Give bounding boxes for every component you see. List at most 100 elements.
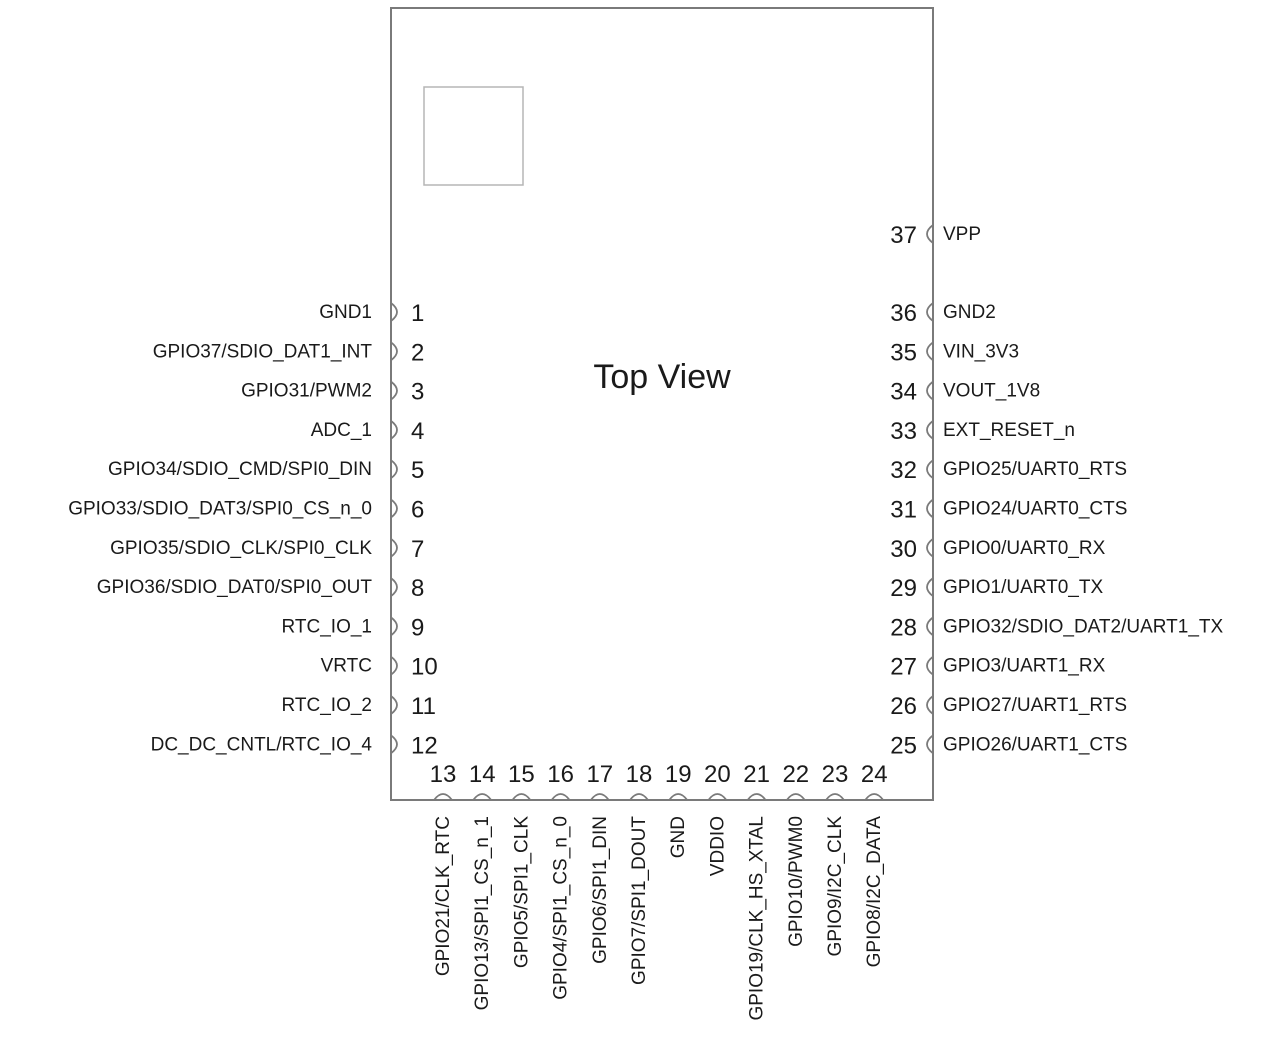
- right-pin-27: 27 GPIO3/UART1_RX: [890, 654, 1105, 681]
- pin-number: 3: [411, 379, 424, 406]
- pin-number: 34: [890, 379, 917, 406]
- left-pin-group: 1 GND1 2 GPIO37/SDIO_DAT1_INT 3 GPIO31/PWM2 4 A…: [68, 300, 438, 759]
- pin-number: 17: [586, 761, 613, 788]
- pin-number: 5: [411, 457, 424, 484]
- pin-name: GPIO36/SDIO_DAT0/SPI0_OUT: [97, 577, 373, 598]
- pin-pad-shape: [390, 341, 398, 362]
- right-pin-37: 37 VPP: [890, 222, 981, 249]
- left-pin-8: 8 GPIO36/SDIO_DAT0/SPI0_OUT: [97, 575, 425, 602]
- pin-name: VIN_3V3: [943, 341, 1019, 362]
- pin-pad-shape: [926, 459, 934, 479]
- pin-number: 18: [626, 761, 653, 788]
- pin-name: GPIO34/SDIO_CMD/SPI0_DIN: [108, 459, 372, 480]
- pin-number: 2: [411, 339, 424, 366]
- module-outline: [390, 7, 934, 801]
- bottom-pin-21: 21 GPIO19/CLK_HS_XTAL: [743, 761, 770, 1021]
- right-pin-35: 35 VIN_3V3: [890, 339, 1019, 366]
- pin-number: 10: [411, 654, 438, 681]
- pin-number: 11: [411, 693, 436, 720]
- pin-name: GPIO10/PWM0: [786, 816, 807, 947]
- pin-name: GPIO9/I2C_CLK: [825, 816, 846, 957]
- pin-pad-shape: [926, 734, 934, 755]
- pin-pad-shape: [926, 341, 934, 362]
- pin-pad-shape: [390, 695, 398, 715]
- pin-name: GPIO24/UART0_CTS: [943, 499, 1127, 520]
- pin-number: 21: [743, 761, 770, 788]
- right-pin-36: 36 GND2: [890, 300, 996, 327]
- pin-number: 33: [890, 418, 917, 445]
- right-pin-25: 25 GPIO26/UART1_CTS: [890, 732, 1127, 759]
- bottom-pin-17: 17 GPIO6/SPI1_DIN: [586, 761, 613, 964]
- pin-name: GPIO19/CLK_HS_XTAL: [747, 816, 768, 1021]
- right-pin-28: 28 GPIO32/SDIO_DAT2/UART1_TX: [890, 614, 1223, 641]
- pin-name: GND1: [319, 302, 372, 323]
- pin-name: RTC_IO_1: [282, 616, 372, 637]
- left-pin-1: 1 GND1: [319, 300, 424, 327]
- pin-pad-shape: [825, 793, 845, 801]
- bottom-pin-24: 24 GPIO8/I2C_DATA: [861, 761, 888, 967]
- pin-pad-shape: [390, 302, 398, 322]
- shield-marking: [423, 86, 524, 186]
- bottom-pin-15: 15 GPIO5/SPI1_CLK: [508, 761, 535, 968]
- pin-pad-shape: [629, 793, 649, 801]
- pin-pad-shape: [786, 793, 806, 801]
- pin-name: VOUT_1V8: [943, 381, 1040, 402]
- pin-name: GPIO0/UART0_RX: [943, 538, 1106, 559]
- bottom-pin-14: 14 GPIO13/SPI1_CS_n_1: [469, 761, 496, 1010]
- pin-number: 20: [704, 761, 731, 788]
- bottom-pin-13: 13 GPIO21/CLK_RTC: [430, 761, 457, 976]
- pin-pad-shape: [926, 655, 934, 676]
- left-pin-6: 6 GPIO33/SDIO_DAT3/SPI0_CS_n_0: [68, 497, 424, 524]
- pin-pad-shape: [926, 380, 934, 401]
- bottom-pin-20: 20 VDDIO: [704, 761, 731, 876]
- pin-number: 9: [411, 614, 424, 641]
- left-pin-4: 4 ADC_1: [311, 418, 425, 445]
- bottom-pin-group: 13 GPIO21/CLK_RTC 14 GPIO13/SPI1_CS_n_1 15 GP…: [430, 761, 888, 1021]
- pin-number: 31: [890, 497, 917, 524]
- right-pin-31: 31 GPIO24/UART0_CTS: [890, 497, 1127, 524]
- pin-name: GPIO21/CLK_RTC: [433, 816, 454, 976]
- pin-pad-shape: [550, 793, 571, 801]
- pin-name: GPIO32/SDIO_DAT2/UART1_TX: [943, 616, 1223, 637]
- pin-name: GPIO5/SPI1_CLK: [511, 816, 532, 968]
- pin-number: 29: [890, 575, 917, 602]
- right-pin-33: 33 EXT_RESET_n: [890, 418, 1075, 445]
- right-pin-26: 26 GPIO27/UART1_RTS: [890, 693, 1127, 720]
- pin-name: RTC_IO_2: [282, 695, 372, 716]
- pin-name: DC_DC_CNTL/RTC_IO_4: [151, 734, 373, 755]
- right-pin-29: 29 GPIO1/UART0_TX: [890, 575, 1103, 602]
- left-pin-11: 11 RTC_IO_2: [282, 693, 436, 720]
- pin-number: 12: [411, 732, 438, 759]
- pin-pad-shape: [707, 793, 728, 801]
- pin-number: 26: [890, 693, 917, 720]
- pin-name: GPIO26/UART1_CTS: [943, 734, 1127, 755]
- pin-pad-shape: [864, 793, 884, 801]
- pin-pad-shape: [926, 577, 934, 597]
- pin-pad-shape: [511, 793, 532, 801]
- pin-name: GPIO4/SPI1_CS_n_0: [551, 816, 572, 1000]
- pin-name: GPIO13/SPI1_CS_n_1: [472, 816, 493, 1010]
- pin-pad-shape: [668, 793, 688, 801]
- pin-pad-shape: [390, 616, 398, 637]
- diagram-title: Top View: [593, 358, 731, 396]
- left-pin-5: 5 GPIO34/SDIO_CMD/SPI0_DIN: [108, 457, 424, 484]
- pin-name: VDDIO: [707, 816, 728, 876]
- pin-number: 27: [890, 654, 917, 681]
- pin-pad-shape: [926, 695, 934, 715]
- bottom-pin-18: 18 GPIO7/SPI1_DOUT: [626, 761, 653, 985]
- pin-name: GND2: [943, 302, 996, 323]
- pin-number: 36: [890, 300, 917, 327]
- pin-pad-shape: [926, 420, 934, 440]
- pin-pad-shape: [390, 459, 398, 479]
- pin-pad-shape: [390, 577, 398, 597]
- pin-pad-shape: [746, 793, 767, 801]
- pin-number: 19: [665, 761, 692, 788]
- pin-pad-shape: [390, 538, 398, 558]
- pin-pad-shape: [390, 498, 398, 519]
- pin-number: 35: [890, 339, 917, 366]
- pin-name: GPIO3/UART1_RX: [943, 656, 1106, 677]
- pin-name: GPIO6/SPI1_DIN: [590, 816, 611, 964]
- left-pin-2: 2 GPIO37/SDIO_DAT1_INT: [153, 339, 425, 366]
- pin-name: GPIO7/SPI1_DOUT: [629, 816, 650, 985]
